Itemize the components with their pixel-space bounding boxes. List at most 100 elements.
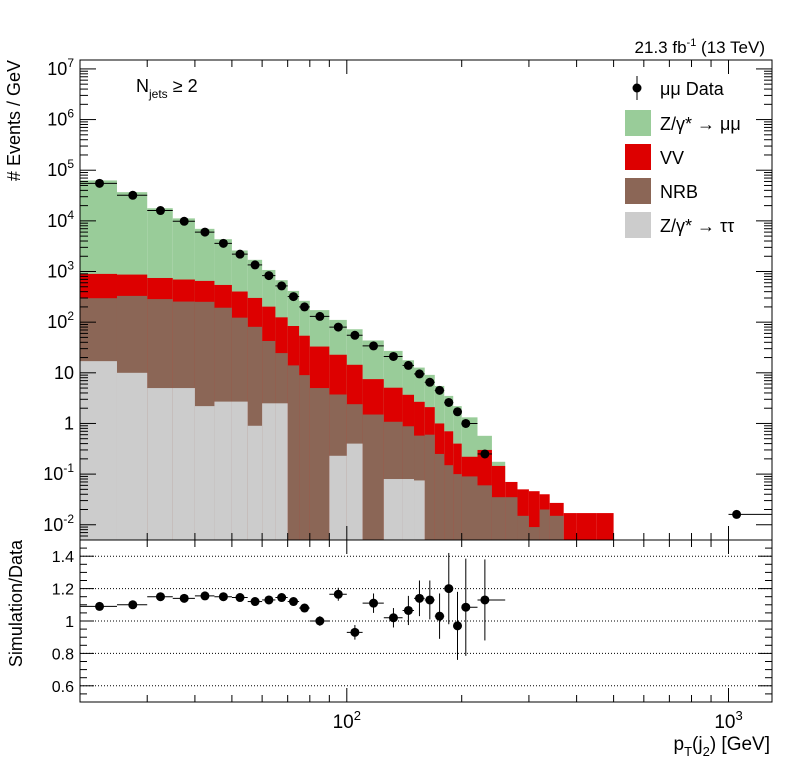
ratio-point xyxy=(388,613,398,623)
bar-ztt xyxy=(329,455,347,540)
data-point xyxy=(315,311,325,321)
y-axis-label-bottom: Simulation/Data xyxy=(6,539,26,667)
y-tick-label: 10-1 xyxy=(43,461,74,484)
ratio-point xyxy=(277,593,287,603)
ratio-point xyxy=(288,597,298,607)
data-point xyxy=(388,351,398,361)
data-point xyxy=(277,281,287,291)
data-point xyxy=(264,271,274,281)
bottom-gridlines xyxy=(80,555,772,687)
bar-nrb xyxy=(453,474,462,540)
ratio-point xyxy=(218,592,228,602)
bar-ztt xyxy=(402,479,415,540)
y-tick-label: 105 xyxy=(47,157,74,180)
top-y-ticks: 10-2 10-1 1 10 102 103 104 105 106 107 xyxy=(43,56,772,541)
data-point xyxy=(369,341,379,351)
x-axis-label: pT(j2) [GeV] xyxy=(673,734,770,759)
bar-nrb xyxy=(505,497,518,540)
ratio-point xyxy=(264,595,274,605)
bar-ztt xyxy=(262,403,276,540)
ratio-y-tick-label: 0.6 xyxy=(52,679,74,696)
ratio-point xyxy=(95,601,105,611)
bar-nrb xyxy=(362,414,384,540)
ratio-y-tick-label: 1.2 xyxy=(52,582,74,599)
ratio-point xyxy=(200,591,210,601)
legend-label-ztt: Z/γ* → ττ xyxy=(660,216,734,236)
bar-nrb xyxy=(517,515,529,540)
bar-ztt xyxy=(383,479,403,540)
bar-ztt xyxy=(247,425,263,540)
ratio-y-tick-label: 1 xyxy=(65,614,74,631)
bar-ztt xyxy=(116,372,148,540)
top-panel: 10-2 10-1 1 10 102 103 104 105 106 107 xyxy=(43,56,773,541)
legend-label-nrb: NRB xyxy=(660,182,698,202)
y-tick-label: 10-2 xyxy=(43,512,74,535)
ratio-point xyxy=(250,597,260,607)
y-tick-label: 10 xyxy=(54,363,74,383)
data-point xyxy=(414,369,424,379)
legend-swatch-zmm xyxy=(625,110,651,136)
legend-label-vv: VV xyxy=(660,148,684,168)
y-tick-label: 107 xyxy=(47,56,74,79)
stack-ztt xyxy=(80,361,425,540)
ratio-point xyxy=(315,616,325,626)
data-point xyxy=(155,206,165,216)
bar-nrb xyxy=(461,476,478,540)
ratio-point xyxy=(155,592,165,602)
data-point xyxy=(300,302,310,312)
data-point xyxy=(461,418,471,428)
bar-ztt xyxy=(147,388,173,540)
bar-ztt xyxy=(214,401,232,540)
ratio-point xyxy=(179,593,189,603)
data-point xyxy=(732,509,742,519)
ratio-point xyxy=(414,593,424,603)
legend: μμ Data Z/γ* → μμ VV NRB Z/γ* → ττ xyxy=(625,76,741,238)
ratio-point xyxy=(435,611,445,621)
data-point xyxy=(444,397,454,407)
bar-nrb xyxy=(424,434,435,540)
ratio-point xyxy=(300,603,310,613)
ratio-point xyxy=(480,595,490,605)
ratio-y-tick-label: 0.8 xyxy=(52,646,74,663)
legend-entry-vv: VV xyxy=(625,144,684,170)
bar-nrb xyxy=(539,509,550,540)
bottom-x-ticks: 102 103 xyxy=(79,540,743,733)
bar-ztt xyxy=(414,480,425,540)
lumi-label: 21.3 fb-1 (13 TeV) xyxy=(635,37,765,57)
legend-label-zmm: Z/γ* → μμ xyxy=(660,114,741,134)
x-tick-label: 103 xyxy=(714,708,742,733)
y-tick-label: 104 xyxy=(47,208,74,231)
ratio-point xyxy=(235,593,245,603)
legend-swatch-vv xyxy=(625,144,651,170)
x-tick-label: 102 xyxy=(333,708,361,733)
data-point xyxy=(435,385,445,395)
bottom-ratio-points xyxy=(80,552,506,660)
bar-vv xyxy=(517,489,529,540)
data-point xyxy=(403,360,413,370)
bar-nrb xyxy=(491,497,506,540)
y-tick-label: 106 xyxy=(47,107,74,130)
njets-cut-label: Njets ≥ 2 xyxy=(136,76,198,101)
legend-entry-data: μμ Data xyxy=(632,76,725,100)
bar-nrb xyxy=(434,453,445,540)
bar-vv xyxy=(528,491,540,540)
bar-nrb xyxy=(528,527,540,540)
bar-ztt xyxy=(172,388,195,540)
data-point xyxy=(250,260,260,270)
bar-nrb xyxy=(287,365,300,540)
bottom-panel: 0.6 0.8 1 1.2 1.4 102 103 xyxy=(52,539,773,733)
y-tick-label: 1 xyxy=(64,413,74,433)
ratio-point xyxy=(333,589,343,599)
ratio-point xyxy=(453,621,463,631)
bar-vv xyxy=(576,513,597,540)
data-point xyxy=(95,178,105,188)
bar-ztt xyxy=(275,403,288,540)
data-point xyxy=(480,449,490,459)
bar-ztt xyxy=(194,406,215,540)
ratio-point xyxy=(444,584,454,594)
legend-data-marker xyxy=(632,83,642,93)
top-data-points xyxy=(80,178,772,519)
ratio-point xyxy=(425,595,435,605)
data-point xyxy=(218,238,228,248)
